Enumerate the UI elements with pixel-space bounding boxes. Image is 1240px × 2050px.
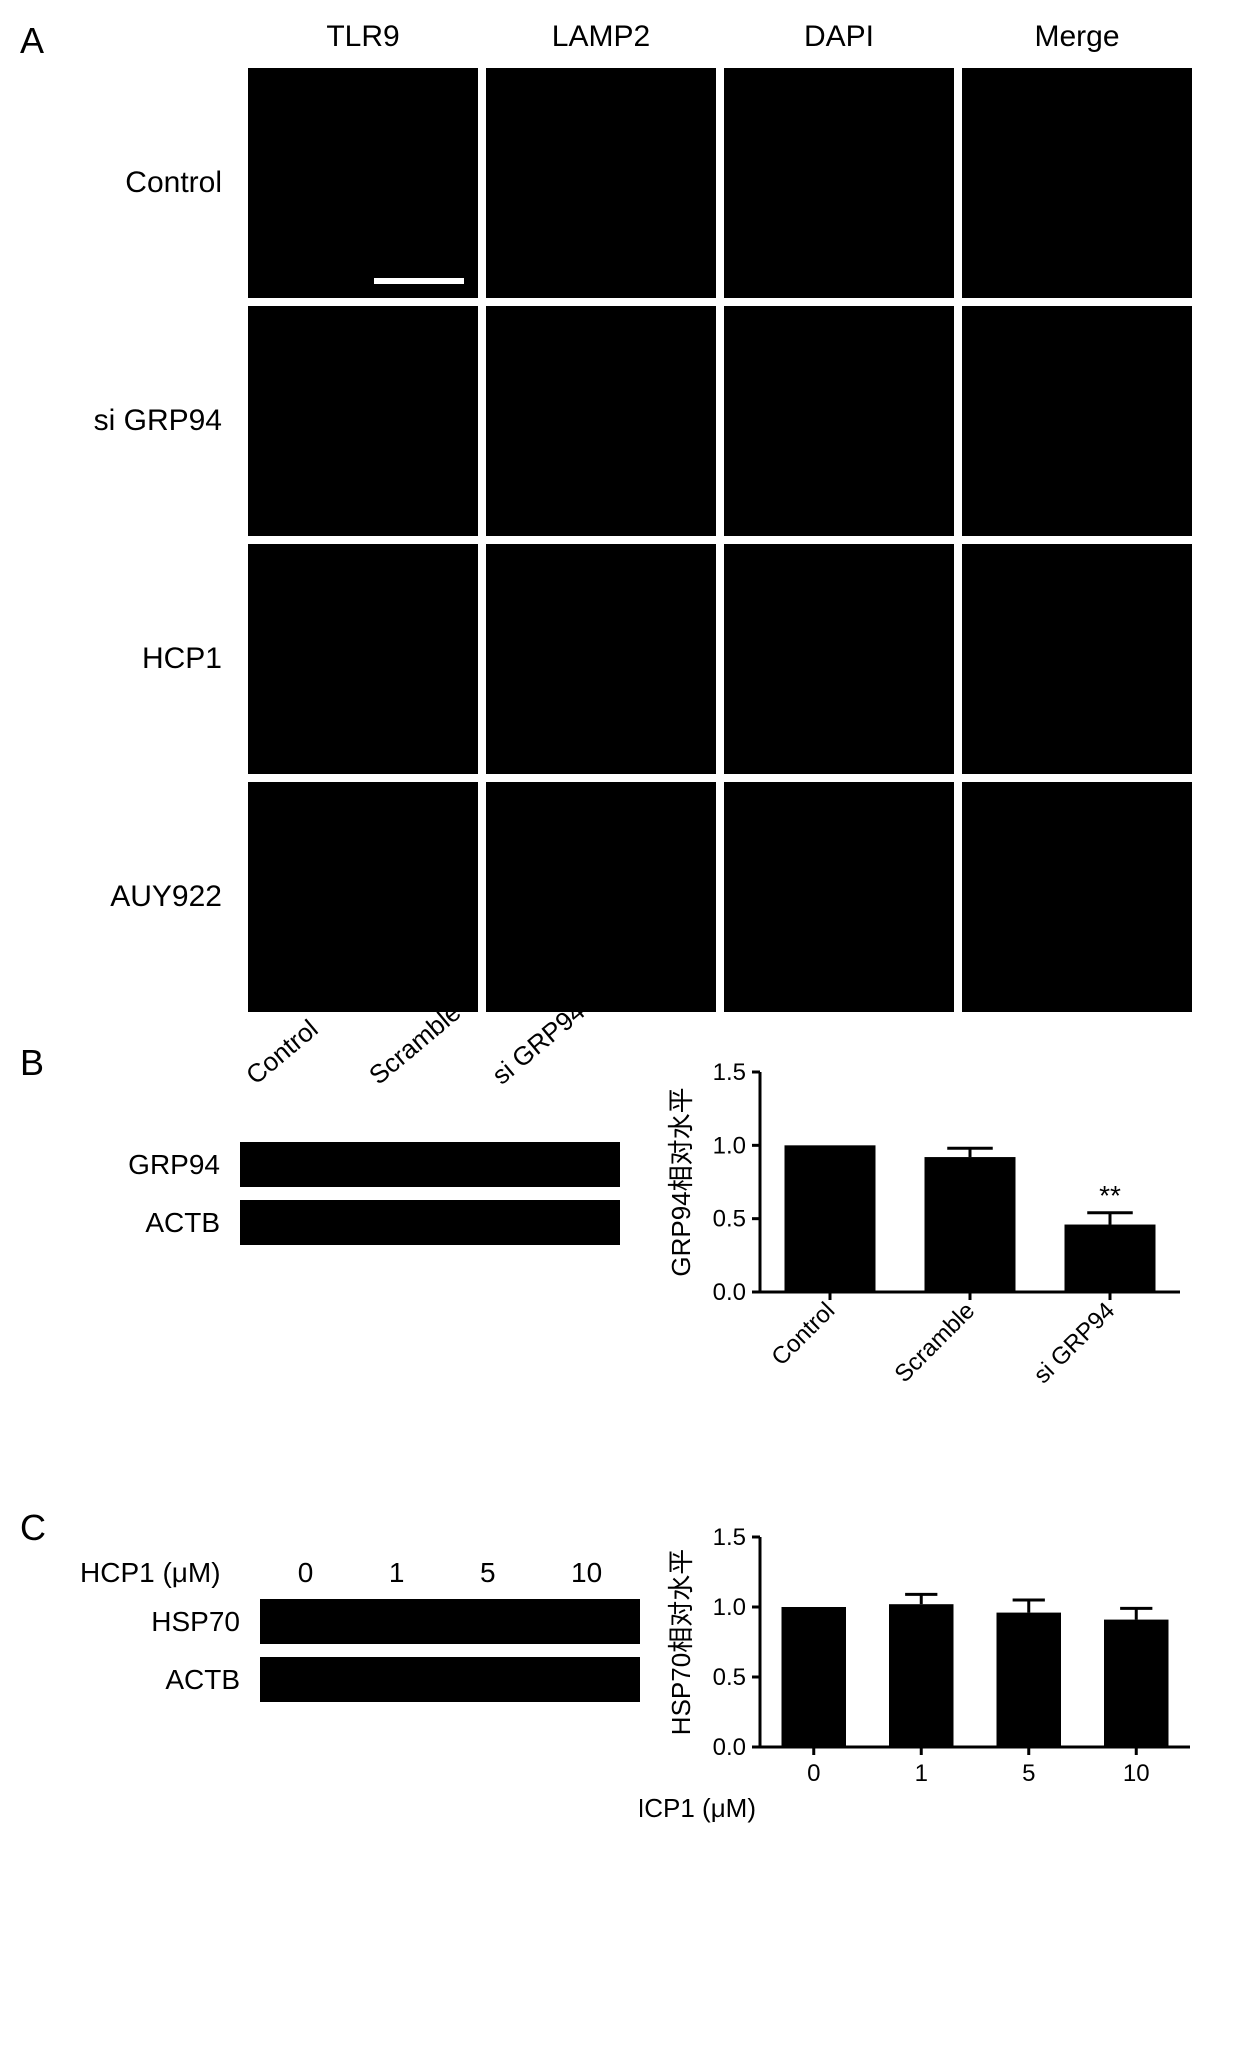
blot-row-name: GRP94 xyxy=(80,1149,240,1181)
dose-values: 0 1 5 10 xyxy=(260,1557,640,1589)
dose-value: 5 xyxy=(480,1557,496,1589)
svg-text:Scramble: Scramble xyxy=(889,1297,980,1388)
svg-text:5: 5 xyxy=(1022,1760,1035,1787)
dose-label: HCP1 (μM) xyxy=(80,1557,260,1589)
micrograph-cell xyxy=(724,782,954,1012)
col-header: DAPI xyxy=(724,20,954,60)
blot-row-name: ACTB xyxy=(80,1664,260,1696)
svg-text:Control: Control xyxy=(766,1297,840,1371)
dose-value: 0 xyxy=(298,1557,314,1589)
blot-row: ACTB xyxy=(80,1657,640,1702)
svg-text:si GRP94: si GRP94 xyxy=(1029,1297,1121,1389)
panel-b-blot: Control Scramble si GRP94 GRP94 ACTB xyxy=(20,1052,640,1447)
row-label: HCP1 xyxy=(20,544,240,774)
svg-text:1.5: 1.5 xyxy=(713,1524,746,1551)
micrograph-cell xyxy=(486,306,716,536)
svg-text:GRP94相对水平: GRP94相对水平 xyxy=(666,1087,696,1276)
micrograph-cell xyxy=(962,782,1192,1012)
blot-row: GRP94 xyxy=(80,1142,640,1187)
micrograph-cell xyxy=(724,306,954,536)
svg-text:0: 0 xyxy=(807,1760,820,1787)
blot-band xyxy=(240,1142,620,1187)
svg-text:1.5: 1.5 xyxy=(713,1059,746,1086)
col-header: LAMP2 xyxy=(486,20,716,60)
svg-text:0.5: 0.5 xyxy=(713,1206,746,1233)
svg-text:**: ** xyxy=(1099,1180,1121,1211)
row-label: AUY922 xyxy=(20,782,240,1012)
svg-text:10: 10 xyxy=(1123,1760,1150,1787)
micrograph-cell xyxy=(962,544,1192,774)
micrograph-cell xyxy=(248,782,478,1012)
svg-text:0.5: 0.5 xyxy=(713,1664,746,1691)
svg-text:1: 1 xyxy=(915,1760,928,1787)
row-label: si GRP94 xyxy=(20,306,240,536)
svg-text:HSP70相对水平: HSP70相对水平 xyxy=(666,1549,696,1735)
dose-value: 10 xyxy=(571,1557,602,1589)
svg-text:0.0: 0.0 xyxy=(713,1279,746,1306)
micrograph-cell xyxy=(248,544,478,774)
panel-c-blot: HCP1 (μM) 0 1 5 10 HSP70 ACTB xyxy=(20,1517,640,1832)
svg-text:1.0: 1.0 xyxy=(713,1594,746,1621)
blot-band xyxy=(260,1657,640,1702)
micrograph-cell xyxy=(248,68,478,298)
panel-a: A TLR9 LAMP2 DAPI Merge Control si GRP94… xyxy=(20,20,1220,1012)
blot-row: ACTB xyxy=(80,1200,640,1245)
col-header: Merge xyxy=(962,20,1192,60)
row-label: Control xyxy=(20,68,240,298)
blot-lane-labels: Control Scramble si GRP94 xyxy=(260,1060,621,1091)
blot-row-name: ACTB xyxy=(80,1207,240,1239)
micrograph-cell xyxy=(724,544,954,774)
bar-chart-b: 0.0 0.5 1.0 1.5 GRP94相对水平 Control Scramble ** si… xyxy=(640,1052,1200,1442)
micrograph-cell xyxy=(962,68,1192,298)
panel-c: C HCP1 (μM) 0 1 5 10 HSP70 ACTB xyxy=(20,1517,1220,1832)
panel-c-chart: 0.0 0.5 1.0 1.5 HSP70相对水平 0 1 5 10 HCP1 (μM) xyxy=(640,1517,1200,1832)
figure-root: A TLR9 LAMP2 DAPI Merge Control si GRP94… xyxy=(20,20,1220,1832)
blot-row: HSP70 xyxy=(80,1599,640,1644)
blot-row-name: HSP70 xyxy=(80,1606,260,1638)
micrograph-cell xyxy=(486,782,716,1012)
svg-text:HCP1 (μM): HCP1 (μM) xyxy=(640,1793,756,1823)
micrograph-cell xyxy=(248,306,478,536)
panel-b: B Control Scramble si GRP94 GRP94 ACTB 0… xyxy=(20,1052,1220,1447)
dose-row: HCP1 (μM) 0 1 5 10 xyxy=(80,1557,640,1589)
svg-text:0.0: 0.0 xyxy=(713,1734,746,1761)
blot-band xyxy=(260,1599,640,1644)
micrograph-cell xyxy=(724,68,954,298)
bar-chart-c: 0.0 0.5 1.0 1.5 HSP70相对水平 0 1 5 10 HCP1 (μM) xyxy=(640,1517,1200,1827)
svg-text:1.0: 1.0 xyxy=(713,1132,746,1159)
panel-b-chart: 0.0 0.5 1.0 1.5 GRP94相对水平 Control Scramble ** si… xyxy=(640,1052,1200,1447)
dose-value: 1 xyxy=(389,1557,405,1589)
panel-a-grid: TLR9 LAMP2 DAPI Merge Control si GRP94 H… xyxy=(20,20,1220,1012)
micrograph-cell xyxy=(486,544,716,774)
col-header: TLR9 xyxy=(248,20,478,60)
blot-band xyxy=(240,1200,620,1245)
micrograph-cell xyxy=(962,306,1192,536)
micrograph-cell xyxy=(486,68,716,298)
scale-bar xyxy=(374,278,464,284)
grid-corner-spacer xyxy=(20,20,240,60)
panel-a-letter: A xyxy=(20,20,44,62)
